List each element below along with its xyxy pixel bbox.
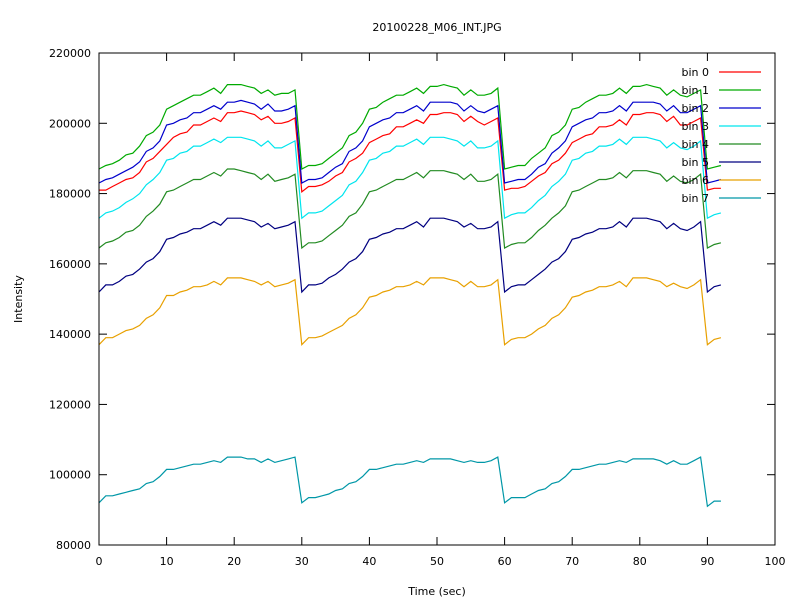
x-tick-label: 70 — [565, 555, 579, 568]
x-tick-label: 10 — [160, 555, 174, 568]
series-line-bin-7 — [98, 456, 721, 508]
y-axis-title: Intensity — [12, 275, 25, 323]
legend-label: bin 3 — [681, 120, 709, 133]
plot-frame — [98, 52, 776, 546]
series-line-bin-6 — [98, 277, 722, 347]
y-tick-label: 120000 — [49, 398, 91, 411]
legend-label: bin 7 — [681, 192, 709, 205]
y-tick-label: 200000 — [49, 117, 91, 130]
chart-title: 20100228_M06_INT.JPG — [372, 21, 501, 34]
y-tick-label: 160000 — [49, 258, 91, 271]
legend: bin 0 bin 1 bin 2 bin 3 bin 4 bin 5 bin 6 bin 7 — [681, 66, 761, 205]
y-tick-label: 180000 — [49, 188, 91, 201]
x-axis-title: Time (sec) — [407, 585, 466, 598]
x-tick-label: 50 — [430, 555, 444, 568]
series-line-bin-1 — [98, 83, 722, 170]
legend-label: bin 2 — [681, 102, 709, 115]
x-tick-label: 0 — [96, 555, 103, 568]
data-series — [98, 83, 722, 508]
series-line-bin-2 — [98, 99, 722, 184]
y-tick-label: 80000 — [56, 539, 91, 552]
series-line-bin-3 — [98, 136, 722, 220]
legend-label: bin 5 — [681, 156, 709, 169]
x-tick-label: 60 — [498, 555, 512, 568]
series-line-bin-0 — [99, 110, 721, 193]
series-line-bin-5 — [98, 217, 722, 294]
legend-label: bin 1 — [681, 84, 709, 97]
x-tick-label: 40 — [362, 555, 376, 568]
series-line-bin-4 — [98, 168, 722, 250]
x-tick-label: 90 — [700, 555, 714, 568]
y-tick-label: 140000 — [49, 328, 91, 341]
x-tick-label: 20 — [227, 555, 241, 568]
legend-label: bin 6 — [681, 174, 709, 187]
y-tick-label: 100000 — [49, 469, 91, 482]
axis-ticks: 0 10 20 30 40 50 60 70 80 90 100 80000 100000 120000 1… — [49, 47, 786, 568]
x-tick-label: 100 — [765, 555, 786, 568]
y-tick-label: 220000 — [49, 47, 91, 60]
legend-label: bin 4 — [681, 138, 709, 151]
x-tick-label: 80 — [633, 555, 647, 568]
legend-label: bin 0 — [681, 66, 709, 79]
x-tick-label: 30 — [295, 555, 309, 568]
